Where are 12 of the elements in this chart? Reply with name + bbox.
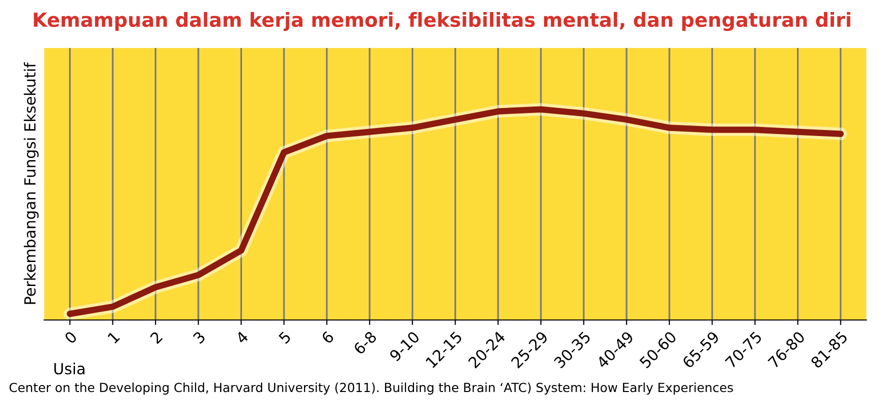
x-tick-label: 6-8 [352,330,378,355]
chart-title: Kemampuan dalam kerja memori, fleksibilitas mental, dan pengaturan diri [34,12,850,31]
x-tick-label: 5 [278,331,292,344]
x-axis-title: Usia [54,362,84,374]
x-tick-label: 1 [107,331,120,344]
x-tick-label: 3 [192,330,206,344]
y-axis-title: Perkembangan Fungsi Eksekutif [24,62,39,304]
x-tick-label: 2 [150,330,163,344]
x-tick-label: 4 [235,330,249,344]
x-tick-label: 0 [64,330,78,344]
text: Center on the Developing Child, Harvard University (2011). Building the Brain ‘ATC) System: How Early Experiences [10,382,733,395]
x-tick-label: 6 [320,330,334,344]
